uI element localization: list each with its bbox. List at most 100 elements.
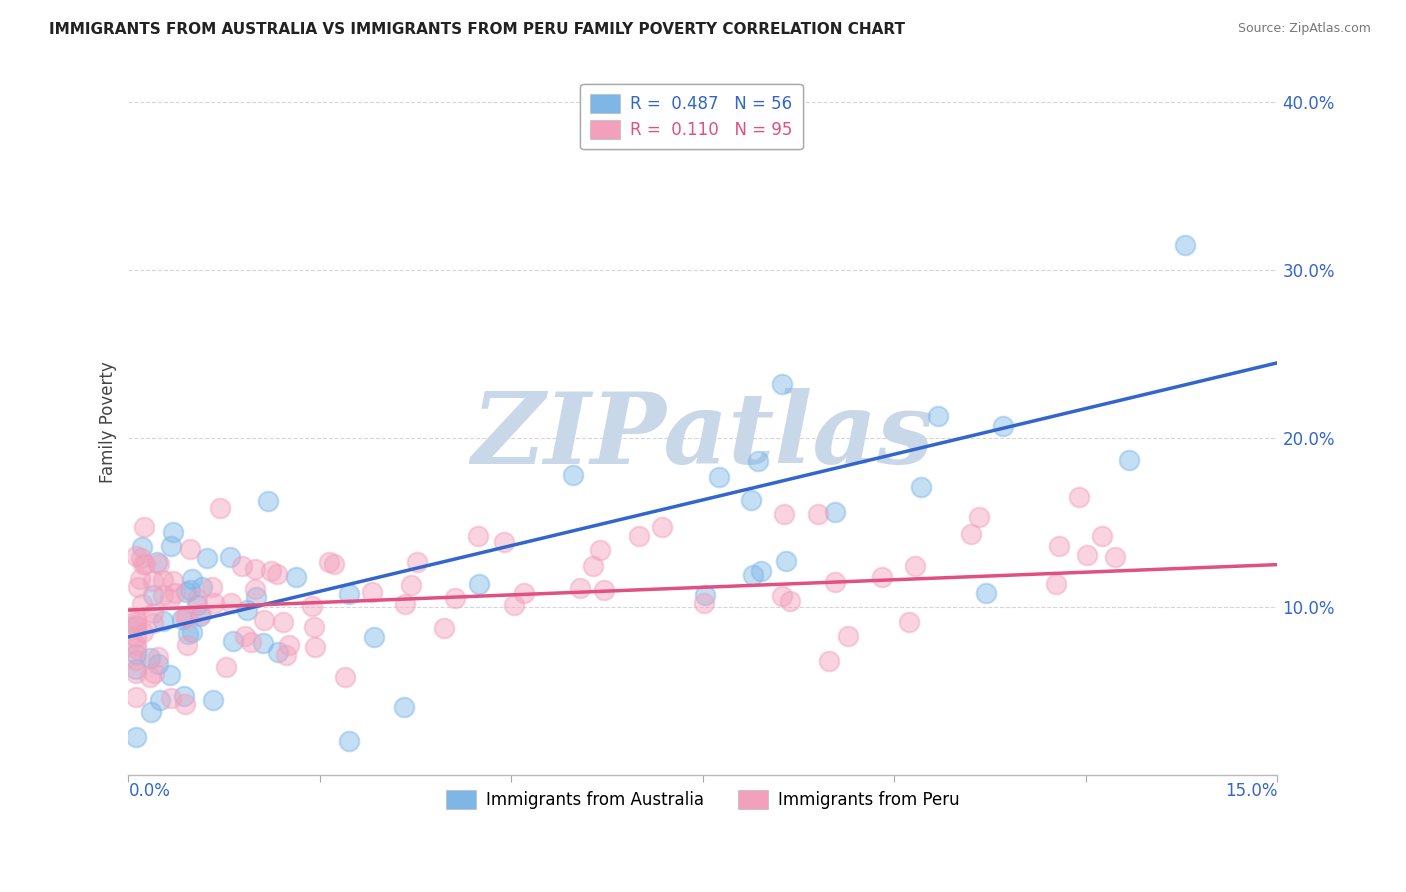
Point	[707, 470, 730, 484]
Point	[219, 549, 242, 564]
Point	[960, 527, 983, 541]
Y-axis label: Family Poverty: Family Poverty	[100, 360, 117, 483]
Point	[433, 621, 456, 635]
Point	[131, 558, 153, 572]
Point	[125, 638, 148, 652]
Point	[243, 562, 266, 576]
Point	[252, 636, 274, 650]
Point	[770, 377, 793, 392]
Point	[824, 505, 846, 519]
Point	[253, 613, 276, 627]
Point	[1067, 490, 1090, 504]
Point	[301, 599, 323, 613]
Point	[162, 574, 184, 589]
Point	[467, 529, 489, 543]
Point	[181, 572, 204, 586]
Point	[695, 588, 717, 602]
Point	[125, 662, 148, 676]
Point	[302, 620, 325, 634]
Text: IMMIGRANTS FROM AUSTRALIA VS IMMIGRANTS FROM PERU FAMILY POVERTY CORRELATION CHA: IMMIGRANTS FROM AUSTRALIA VS IMMIGRANTS …	[49, 22, 905, 37]
Point	[201, 580, 224, 594]
Point	[179, 542, 201, 557]
Point	[235, 603, 257, 617]
Point	[231, 558, 253, 573]
Point	[138, 650, 160, 665]
Point	[125, 631, 148, 645]
Point	[991, 419, 1014, 434]
Point	[142, 615, 165, 630]
Point	[202, 597, 225, 611]
Point	[188, 609, 211, 624]
Point	[141, 588, 163, 602]
Point	[160, 690, 183, 705]
Point	[159, 592, 181, 607]
Point	[628, 529, 651, 543]
Point	[589, 543, 612, 558]
Point	[128, 573, 150, 587]
Point	[904, 558, 927, 573]
Point	[148, 557, 170, 571]
Point	[127, 580, 149, 594]
Point	[142, 574, 165, 588]
Point	[741, 567, 763, 582]
Point	[271, 615, 294, 630]
Point	[176, 610, 198, 624]
Point	[170, 612, 193, 626]
Point	[562, 467, 585, 482]
Point	[392, 700, 415, 714]
Point	[693, 596, 716, 610]
Point	[125, 612, 148, 626]
Point	[152, 573, 174, 587]
Point	[125, 640, 148, 655]
Point	[125, 647, 148, 661]
Point	[174, 697, 197, 711]
Point	[179, 582, 201, 597]
Point	[772, 507, 794, 521]
Point	[284, 570, 307, 584]
Point	[176, 638, 198, 652]
Text: 15.0%: 15.0%	[1225, 782, 1278, 800]
Point	[125, 665, 148, 680]
Point	[394, 597, 416, 611]
Point	[162, 525, 184, 540]
Point	[131, 597, 153, 611]
Point	[1091, 529, 1114, 543]
Point	[818, 654, 841, 668]
Legend: Immigrants from Australia, Immigrants from Peru: Immigrants from Australia, Immigrants fr…	[440, 783, 966, 816]
Point	[219, 596, 242, 610]
Point	[129, 551, 152, 566]
Point	[837, 630, 859, 644]
Point	[1076, 548, 1098, 562]
Point	[146, 657, 169, 671]
Point	[208, 500, 231, 515]
Point	[405, 555, 427, 569]
Point	[146, 650, 169, 665]
Point	[160, 540, 183, 554]
Point	[807, 507, 830, 521]
Point	[190, 607, 212, 622]
Point	[1047, 539, 1070, 553]
Point	[337, 734, 360, 748]
Point	[775, 554, 797, 568]
Text: ZIPatlas: ZIPatlas	[472, 387, 934, 484]
Point	[245, 591, 267, 605]
Point	[131, 540, 153, 554]
Point	[322, 557, 344, 571]
Point	[152, 614, 174, 628]
Point	[363, 630, 385, 644]
Point	[260, 564, 283, 578]
Point	[146, 555, 169, 569]
Point	[304, 640, 326, 654]
Point	[898, 615, 921, 630]
Point	[142, 606, 165, 620]
Point	[824, 575, 846, 590]
Point	[444, 591, 467, 605]
Point	[132, 520, 155, 534]
Point	[779, 594, 801, 608]
Point	[503, 598, 526, 612]
Point	[159, 667, 181, 681]
Point	[318, 555, 340, 569]
Point	[910, 480, 932, 494]
Point	[969, 510, 991, 524]
Point	[770, 589, 793, 603]
